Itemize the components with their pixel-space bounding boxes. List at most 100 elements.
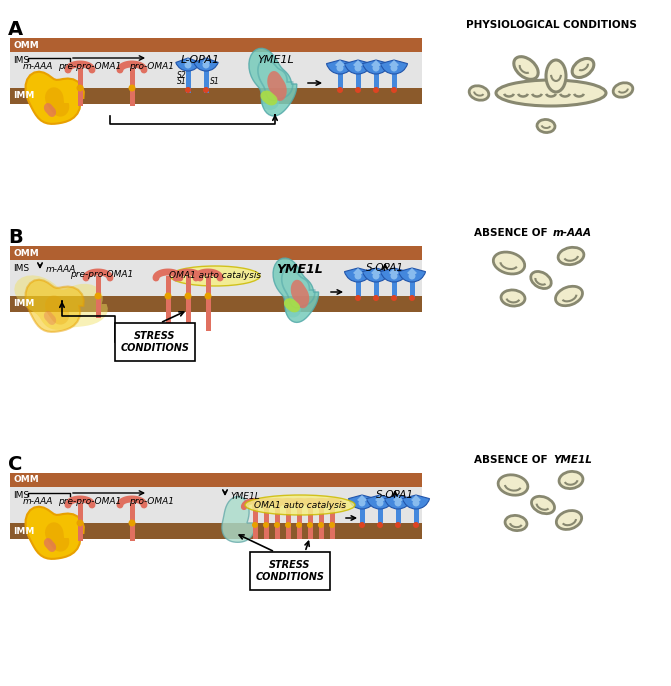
Bar [338,73,342,90]
Ellipse shape [170,266,260,286]
Circle shape [358,499,366,506]
Ellipse shape [537,119,555,132]
Text: YME1L: YME1L [553,455,592,465]
Bar [252,505,258,539]
Wedge shape [335,60,345,67]
Ellipse shape [546,60,566,92]
Wedge shape [380,60,407,74]
Ellipse shape [498,475,528,495]
Polygon shape [44,311,56,325]
Text: STRESS
CONDITIONS: STRESS CONDITIONS [121,331,189,353]
Polygon shape [249,48,297,116]
Polygon shape [45,522,69,552]
Circle shape [129,84,136,91]
Bar [356,73,360,90]
Circle shape [274,522,280,528]
Text: IMM: IMM [13,91,34,101]
Text: B: B [8,228,23,247]
Text: IMS: IMS [13,264,29,273]
Bar [395,508,401,525]
Circle shape [395,499,401,506]
Wedge shape [176,58,200,71]
Polygon shape [291,280,309,308]
Wedge shape [411,495,421,502]
Bar [96,276,101,318]
Circle shape [337,87,343,93]
Circle shape [413,522,419,528]
Wedge shape [399,268,425,282]
Wedge shape [375,495,385,502]
Wedge shape [327,60,354,74]
Circle shape [263,522,269,528]
Bar [374,281,378,298]
Bar [250,552,330,590]
Ellipse shape [613,83,633,97]
Text: OMM: OMM [13,40,39,49]
Circle shape [129,519,136,526]
Circle shape [376,499,384,506]
Text: pro-OMA1: pro-OMA1 [130,497,174,506]
Bar [186,276,191,331]
Text: S1: S1 [210,77,219,86]
Wedge shape [403,495,429,509]
Polygon shape [44,538,56,552]
Text: OMM: OMM [13,475,39,484]
Text: L-OPA1: L-OPA1 [180,55,219,65]
Text: S1: S1 [177,77,187,86]
Ellipse shape [285,303,301,318]
Circle shape [95,292,101,300]
Bar [185,70,191,93]
Text: pre-pro-OMA1: pre-pro-OMA1 [70,270,134,279]
Circle shape [409,295,415,301]
Bar [166,276,171,331]
Circle shape [336,64,344,71]
Wedge shape [407,268,417,275]
Polygon shape [273,258,319,322]
Wedge shape [393,495,403,502]
Text: PHYSIOLOGICAL CONDITIONS: PHYSIOLOGICAL CONDITIONS [466,20,636,30]
Bar [285,505,291,539]
Bar [413,508,419,525]
Text: OMA1 auto catalysis: OMA1 auto catalysis [254,501,346,510]
Bar [10,487,422,523]
Wedge shape [380,268,407,282]
Bar [10,52,422,88]
Ellipse shape [556,510,582,530]
Circle shape [373,87,379,93]
Ellipse shape [572,58,594,78]
Text: IMM: IMM [13,526,34,536]
Ellipse shape [531,272,552,289]
Polygon shape [14,275,108,330]
Wedge shape [344,60,372,74]
Circle shape [377,522,383,528]
Circle shape [329,522,335,528]
Circle shape [307,522,313,528]
Text: STRESS
CONDITIONS: STRESS CONDITIONS [256,560,325,582]
Text: ABSENCE OF: ABSENCE OF [474,228,551,238]
Text: YME1L: YME1L [230,492,260,501]
Bar [391,281,397,298]
Ellipse shape [496,80,606,106]
Wedge shape [353,60,363,67]
Text: IMS: IMS [13,491,29,500]
Polygon shape [25,280,84,332]
Polygon shape [222,497,255,543]
Wedge shape [344,268,372,282]
Text: pro-OMA1: pro-OMA1 [130,62,174,71]
Text: C: C [8,455,22,474]
Wedge shape [348,495,376,509]
Ellipse shape [261,94,279,110]
Text: pre-pro-OMA1: pre-pro-OMA1 [58,497,121,506]
Bar [264,505,268,539]
Circle shape [76,519,83,526]
Circle shape [359,522,365,528]
Text: OMA1 auto catalysis: OMA1 auto catalysis [169,272,261,281]
Ellipse shape [469,86,489,100]
Text: YME1L: YME1L [258,55,295,65]
Bar [356,281,360,298]
Polygon shape [260,91,278,106]
Circle shape [409,272,415,279]
Bar [203,70,209,93]
Circle shape [185,62,191,69]
Circle shape [373,295,379,301]
